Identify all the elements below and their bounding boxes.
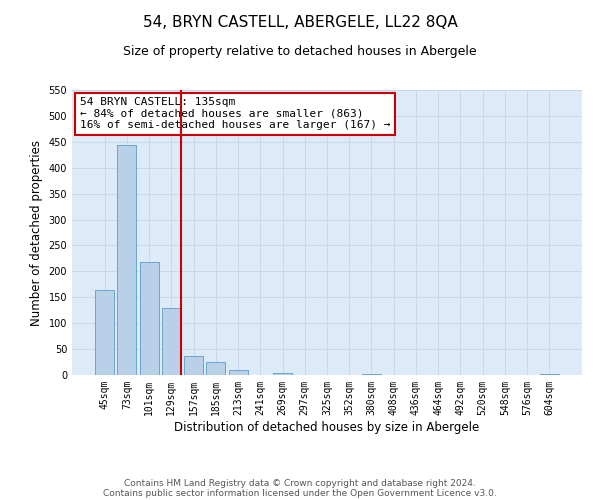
Bar (162, 308, 181, 375)
Bar (95, 290, 114, 375)
Bar (184, 356, 203, 375)
Bar (118, 146, 136, 375)
Y-axis label: Number of detached properties: Number of detached properties (30, 140, 43, 326)
Text: 54 BRYN CASTELL: 135sqm
← 84% of detached houses are smaller (863)
16% of semi-d: 54 BRYN CASTELL: 135sqm ← 84% of detache… (80, 97, 390, 130)
Text: Contains HM Land Registry data © Crown copyright and database right 2024.: Contains HM Land Registry data © Crown c… (124, 478, 476, 488)
Text: Size of property relative to detached houses in Abergele: Size of property relative to detached ho… (123, 45, 477, 58)
Bar (362, 374, 381, 375)
Text: Contains public sector information licensed under the Open Government Licence v3: Contains public sector information licen… (103, 488, 497, 498)
Bar (540, 374, 559, 375)
Bar (229, 370, 248, 375)
Text: 54, BRYN CASTELL, ABERGELE, LL22 8QA: 54, BRYN CASTELL, ABERGELE, LL22 8QA (143, 15, 457, 30)
X-axis label: Distribution of detached houses by size in Abergele: Distribution of detached houses by size … (175, 420, 479, 434)
Bar (273, 373, 292, 375)
Bar (140, 262, 158, 375)
Bar (206, 362, 225, 375)
